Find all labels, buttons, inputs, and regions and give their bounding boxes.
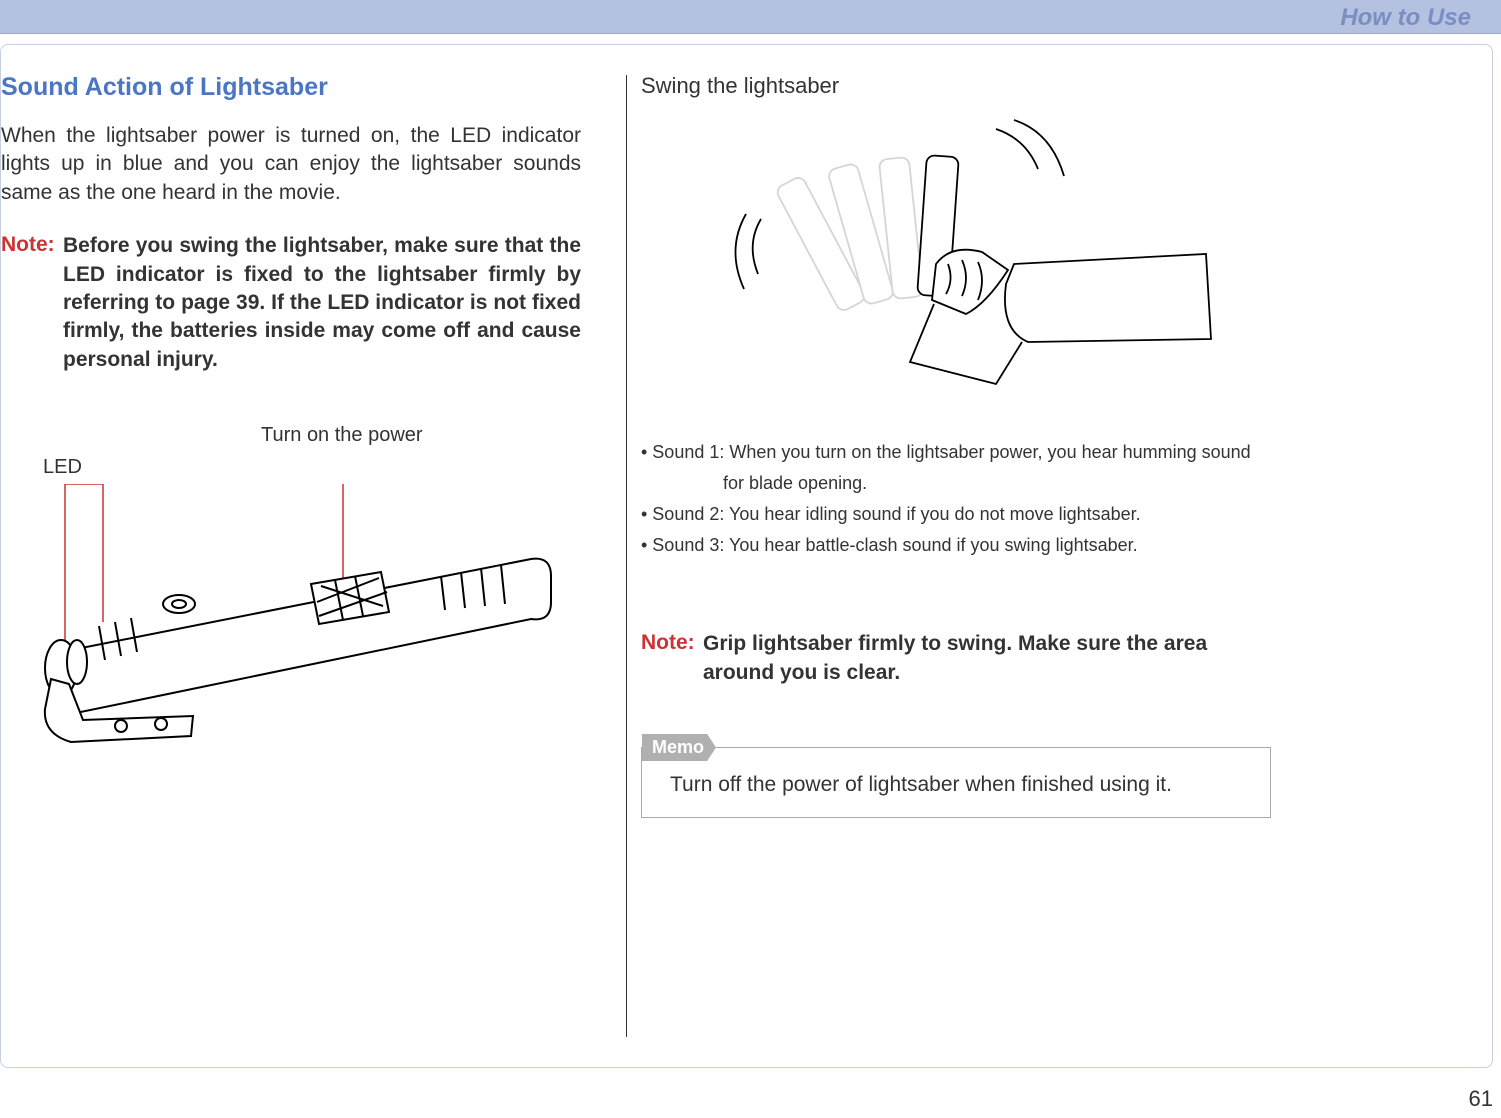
sound-3: • Sound 3: You hear battle-clash sound i… xyxy=(641,532,1271,559)
section-title: Sound Action of Lightsaber xyxy=(1,73,581,102)
header-title: How to Use xyxy=(1340,4,1471,32)
memo-box: Memo Turn off the power of lightsaber wh… xyxy=(641,747,1271,818)
sound-list: • Sound 1: When you turn on the lightsab… xyxy=(641,439,1271,559)
note-2-label: Note: xyxy=(641,631,695,654)
diagram-label-led: LED xyxy=(43,456,82,479)
header-bar: How to Use xyxy=(0,0,1501,34)
right-column: Swing the lightsaber xyxy=(641,73,1271,818)
content-frame: Sound Action of Lightsaber When the ligh… xyxy=(0,44,1493,1068)
diagram-label-power: Turn on the power xyxy=(261,424,423,447)
swing-illustration xyxy=(641,114,1271,399)
lightsaber-illustration xyxy=(11,484,571,774)
memo-tab: Memo xyxy=(642,734,716,761)
memo-text: Turn off the power of lightsaber when fi… xyxy=(670,773,1250,797)
note-2-block: Note: Grip lightsaber firmly to swing. M… xyxy=(641,629,1271,687)
column-divider xyxy=(626,75,627,1037)
left-column: Sound Action of Lightsaber When the ligh… xyxy=(1,73,611,784)
sound-2: • Sound 2: You hear idling sound if you … xyxy=(641,501,1271,528)
note-2-body: Grip lightsaber firmly to swing. Make su… xyxy=(641,630,1271,687)
note-body: Before you swing the lightsaber, make su… xyxy=(1,232,581,374)
sound-1b: for blade opening. xyxy=(641,470,1271,497)
page: How to Use Sound Action of Lightsaber Wh… xyxy=(0,0,1501,1118)
saber-diagram: Turn on the power LED xyxy=(1,424,581,784)
note-block: Note: Before you swing the lightsaber, m… xyxy=(1,231,581,374)
note-label: Note: xyxy=(1,233,55,256)
swing-title: Swing the lightsaber xyxy=(641,73,1271,99)
page-number: 61 xyxy=(1469,1086,1493,1112)
intro-paragraph: When the lightsaber power is turned on, … xyxy=(1,122,581,207)
sound-1: • Sound 1: When you turn on the lightsab… xyxy=(641,439,1271,466)
